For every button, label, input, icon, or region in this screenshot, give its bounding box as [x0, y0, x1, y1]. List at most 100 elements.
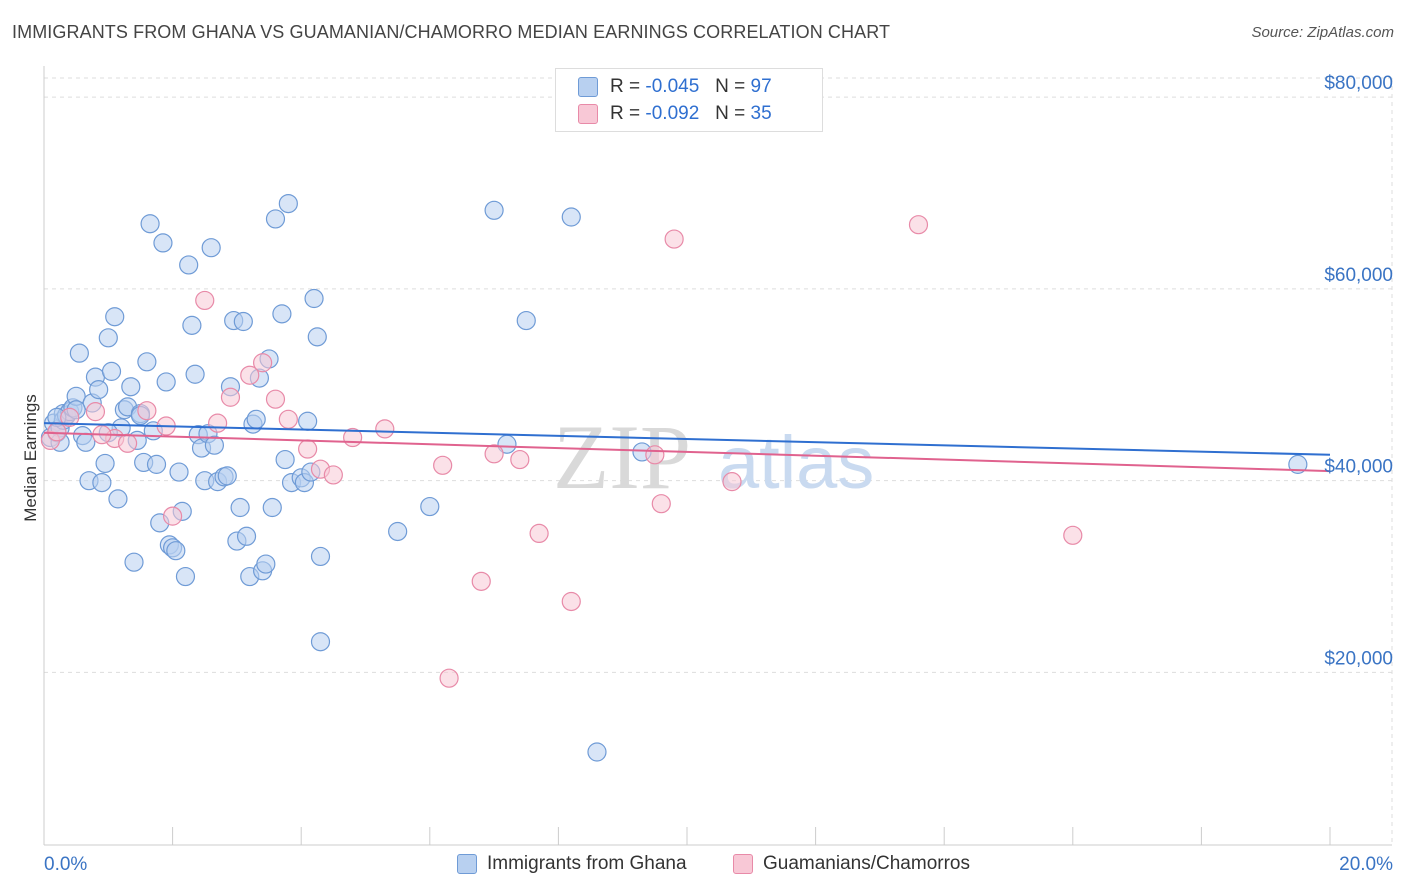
point-ghana	[307, 327, 327, 347]
point-ghana	[204, 435, 224, 455]
trend-lines	[43, 422, 1331, 473]
point-ghana	[561, 207, 581, 227]
point-ghana	[233, 311, 253, 332]
point-ghana	[1288, 454, 1308, 474]
point-ghana	[101, 361, 122, 381]
y-tick-label: $40,000	[1324, 457, 1393, 478]
point-chamorro	[722, 472, 742, 492]
point-ghana	[310, 546, 331, 567]
y-axis-label: Median Earnings	[21, 394, 40, 522]
point-chamorro	[85, 402, 106, 422]
point-chamorro	[208, 413, 228, 433]
point-chamorro	[163, 506, 183, 526]
point-ghana	[153, 233, 173, 253]
point-chamorro	[510, 449, 530, 470]
point-ghana	[146, 454, 167, 474]
point-ghana	[95, 453, 115, 474]
point-ghana	[169, 462, 189, 482]
point-ghana	[236, 526, 257, 546]
point-chamorro	[471, 571, 491, 591]
point-ghana	[92, 472, 112, 493]
legend-r-value: -0.092	[645, 103, 700, 124]
point-chamorro	[137, 401, 157, 421]
bottom-legend-swatch-pink	[733, 854, 753, 874]
point-chamorro	[117, 433, 138, 453]
legend-swatch-blue	[578, 77, 598, 97]
legend-swatch-pink	[578, 104, 598, 124]
axes	[43, 66, 1392, 846]
bottom-legend-label: Immigrants from Ghana	[487, 853, 687, 874]
correlation-legend: R = -0.045 N = 97 R = -0.092 N = 35	[555, 68, 823, 132]
point-ghana	[304, 288, 324, 309]
point-chamorro	[651, 494, 671, 514]
watermark-atlas: atlas	[718, 421, 874, 504]
point-chamorro	[253, 353, 273, 373]
point-ghana	[98, 328, 118, 348]
point-ghana	[69, 343, 89, 363]
point-ghana	[156, 372, 176, 392]
point-ghana	[166, 541, 186, 561]
point-ghana	[137, 352, 157, 372]
point-chamorro	[240, 365, 260, 385]
watermark-zip: ZIP	[553, 406, 691, 508]
point-chamorro	[375, 419, 395, 439]
legend-n-label: N =	[715, 76, 746, 97]
x-tick-label: 20.0%	[1339, 854, 1393, 875]
y-tick-label: $60,000	[1324, 265, 1393, 286]
legend-n-value: 97	[750, 76, 772, 97]
point-chamorro	[484, 444, 504, 464]
point-ghana	[108, 489, 128, 509]
point-ghana	[121, 377, 141, 397]
point-chamorro	[1063, 525, 1083, 545]
point-chamorro	[433, 455, 453, 475]
trend-line-ghana	[43, 422, 1331, 456]
point-ghana	[246, 409, 266, 429]
bottom-legend-label: Guamanians/Chamorros	[763, 853, 970, 874]
point-ghana	[516, 310, 536, 331]
x-tick-label: 0.0%	[44, 854, 87, 875]
point-ghana	[310, 632, 331, 652]
trend-line-chamorro	[43, 431, 1331, 473]
watermark: ZIP atlas	[553, 406, 874, 508]
point-ghana	[179, 255, 199, 275]
point-ghana	[272, 304, 292, 324]
legend-n-value: 35	[750, 103, 772, 124]
point-chamorro	[298, 439, 318, 459]
legend-n-label: N =	[715, 103, 746, 124]
bottom-legend-ghana: Immigrants from Ghana	[457, 852, 687, 876]
point-ghana	[76, 432, 96, 452]
legend-r-value: -0.045	[645, 76, 700, 97]
point-chamorro	[529, 523, 549, 544]
point-ghana	[182, 315, 202, 335]
point-ghana	[140, 214, 160, 234]
point-chamorro	[278, 409, 298, 429]
point-ghana	[484, 200, 504, 220]
legend-row-ghana: R = -0.045 N = 97	[578, 74, 772, 100]
point-chamorro	[664, 229, 684, 249]
chart-title: IMMIGRANTS FROM GHANA VS GUAMANIAN/CHAMO…	[12, 22, 891, 42]
point-chamorro	[265, 389, 286, 409]
legend-r-label: R =	[610, 76, 641, 97]
point-ghana	[89, 379, 109, 400]
point-chamorro	[220, 387, 241, 407]
point-chamorro	[439, 668, 459, 688]
point-ghana	[298, 411, 318, 431]
y-tick-label: $80,000	[1324, 73, 1393, 94]
point-ghana	[201, 238, 221, 258]
point-ghana	[388, 521, 408, 542]
point-ghana	[230, 497, 250, 518]
point-ghana	[278, 193, 298, 214]
point-ghana	[256, 554, 276, 574]
legend-row-chamorro: R = -0.092 N = 35	[578, 101, 772, 127]
point-chamorro	[60, 407, 80, 427]
y-tick-label: $20,000	[1324, 648, 1393, 669]
point-ghana	[185, 364, 205, 384]
point-ghana	[105, 307, 125, 327]
point-chamorro	[47, 422, 67, 442]
point-chamorro	[323, 465, 343, 485]
point-ghana	[275, 449, 295, 470]
tick-labels: $20,000 $40,000 $60,000 $80,000 0.0% 20.0%	[44, 73, 1393, 875]
bottom-legend-chamorro: Guamanians/Chamorros	[733, 852, 970, 876]
point-chamorro	[561, 591, 581, 612]
